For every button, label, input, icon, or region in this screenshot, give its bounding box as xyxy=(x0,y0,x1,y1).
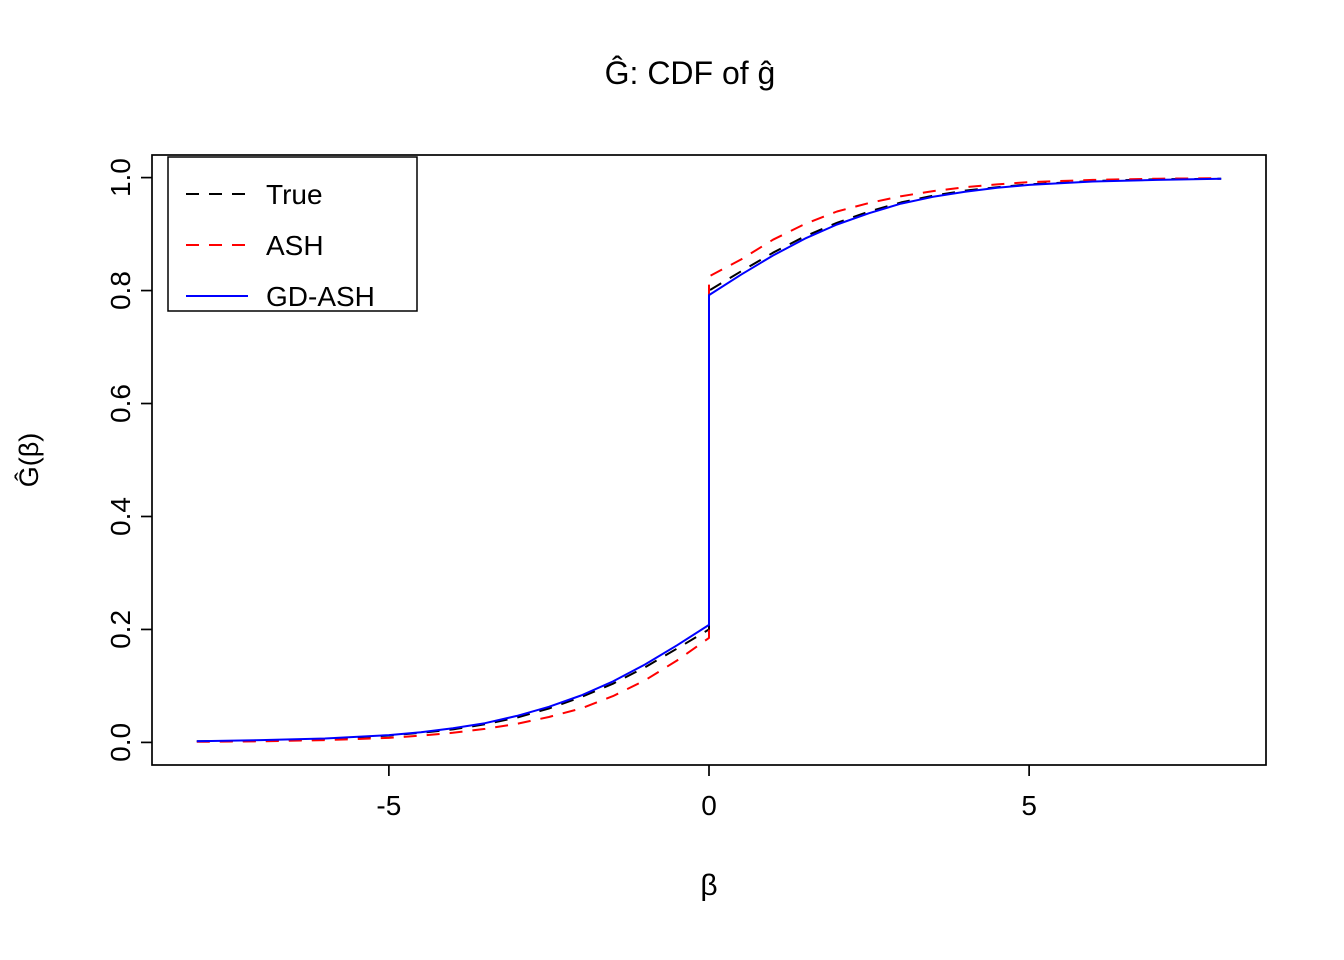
y-tick-label: 0.8 xyxy=(105,271,136,310)
plot-area: -5 0 5 0.0 0.2 0.4 0.6 0.8 1.0 True ASH GD-ASH xyxy=(105,154,1267,821)
legend-label-ash: ASH xyxy=(266,230,324,261)
legend-label-true: True xyxy=(266,179,323,210)
y-tick-label: 0.2 xyxy=(105,610,136,649)
y-tick-label: 1.0 xyxy=(105,158,136,197)
x-axis-label: β xyxy=(700,869,717,902)
y-axis-label: Ĝ(β) xyxy=(13,433,44,488)
x-tick-label: -5 xyxy=(376,790,401,821)
series-line-gd-ash xyxy=(196,177,1222,743)
y-tick-label: 0.0 xyxy=(105,723,136,762)
legend-label-gd-ash: GD-ASH xyxy=(266,281,375,312)
y-tick-label: 0.6 xyxy=(105,384,136,423)
chart-title: Ĝ: CDF of ĝ xyxy=(605,55,776,91)
legend: True ASH GD-ASH xyxy=(167,156,418,312)
x-tick-label: 5 xyxy=(1021,790,1037,821)
x-tick-label: 0 xyxy=(701,790,717,821)
y-tick-label: 0.4 xyxy=(105,497,136,536)
legend-box xyxy=(167,156,418,312)
